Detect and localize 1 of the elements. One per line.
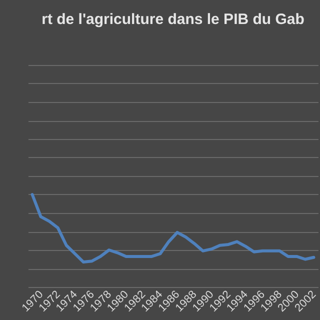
chart-title: rt de l'agriculture dans le PIB du Gab [42,11,304,28]
